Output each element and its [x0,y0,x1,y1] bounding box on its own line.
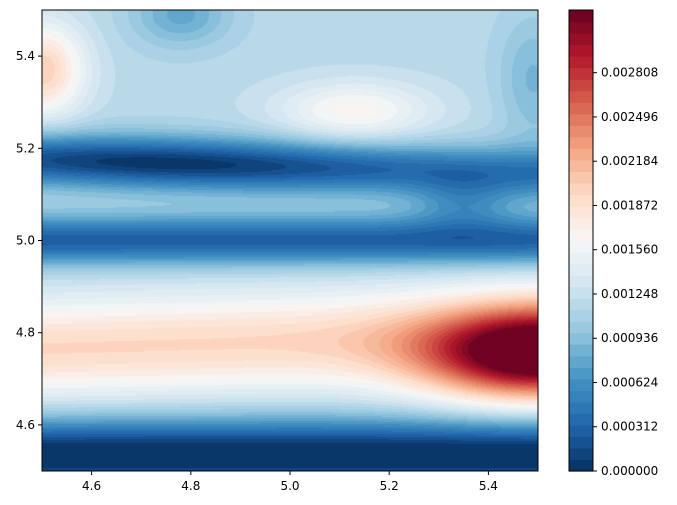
contour-field [42,10,538,471]
colorbar-band [569,44,593,57]
colorbar-band [569,344,593,357]
colorbar-bands [569,10,593,472]
y-axis: 4.6 4.8 5.0 5.2 5.4 [16,49,42,432]
colorbar-band [569,413,593,426]
colorbar-band [569,332,593,345]
colorbar-band [569,436,593,449]
colorbar-band [569,355,593,368]
colorbar-band [569,102,593,115]
colorbar-band [569,205,593,219]
colorbar-band [569,424,593,438]
colorbar-band [569,401,593,414]
x-tick-label: 5.2 [380,479,399,493]
colorbar-band [569,67,593,80]
colorbar-band [569,21,593,34]
y-tick-label: 4.6 [16,418,35,432]
x-axis: 4.6 4.8 5.0 5.2 5.4 [82,471,498,493]
colorbar-band [569,367,593,380]
colorbar-band [569,228,593,242]
colorbar-band [569,182,593,195]
contour-plot-area [41,9,539,472]
y-tick-label: 5.2 [16,141,35,155]
colorbar-band [569,298,593,311]
colorbar-band [569,79,593,92]
colorbar-band [569,56,593,69]
colorbar-band [569,321,593,334]
colorbar-band [569,194,593,207]
colorbar-band [569,33,593,46]
colorbar-band [569,148,593,161]
colorbar-tick-label: 0.000624 [601,375,658,389]
colorbar-band [569,113,593,126]
colorbar-tick-label: 0.002184 [601,154,658,168]
colorbar-band [569,286,593,299]
x-tick-label: 4.6 [82,479,101,493]
colorbar-band [569,252,593,265]
colorbar-axis: 0.000000 0.000312 0.000624 0.000936 0.001248… [593,66,658,478]
x-tick-label: 5.0 [280,479,299,493]
colorbar-band [569,10,593,23]
colorbar-tick-label: 0.001560 [601,243,658,257]
colorbar-band [569,378,593,391]
colorbar-frame [568,9,594,472]
colorbar-band [569,263,593,276]
colorbar-band [569,390,593,403]
colorbar-tick-label: 0.001872 [601,198,658,212]
colorbar-tick-label: 0.000936 [601,331,658,345]
colorbar-tick-label: 0.001248 [601,287,658,301]
colorbar-band [569,240,593,253]
y-tick-label: 4.8 [16,326,35,340]
y-tick-label: 5.4 [16,49,35,63]
colorbar-band [569,217,593,230]
colorbar-tick-label: 0.000312 [601,420,658,434]
colorbar-band [569,90,593,103]
x-tick-label: 5.4 [479,479,498,493]
colorbar-band [569,459,593,472]
colorbar-band [569,171,593,184]
colorbar-band [569,125,593,138]
colorbar-tick-label: 0.002496 [601,110,658,124]
colorbar-band [569,136,593,149]
colorbar-band [569,275,593,288]
colorbar: 0.000000 0.000312 0.000624 0.000936 0.001248… [568,9,658,478]
colorbar-band [569,309,593,322]
colorbar-band [569,159,593,172]
y-tick-label: 5.0 [16,234,35,248]
colorbar-tick-label: 0.000000 [601,464,658,478]
colorbar-tick-label: 0.002808 [601,66,658,80]
x-tick-label: 4.8 [181,479,200,493]
colorbar-band [569,447,593,461]
